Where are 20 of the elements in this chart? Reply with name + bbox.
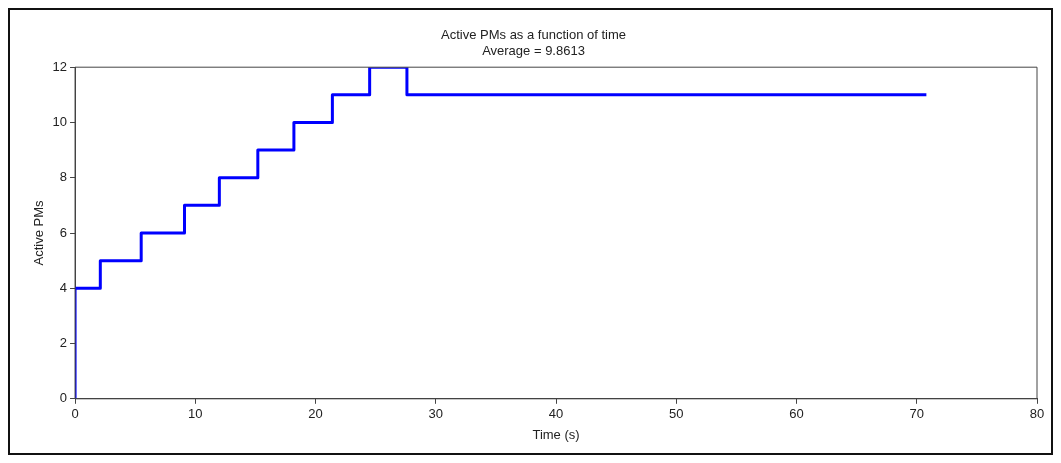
x-tick-label: 40 [548,406,564,422]
x-tick-label: 80 [1029,406,1045,422]
chart-title: Active PMs as a function of time [441,27,626,43]
x-axis-title: Time (s) [532,426,580,442]
y-tick-label: 12 [52,58,68,74]
y-tick-label: 10 [52,114,68,130]
x-tick-label: 30 [428,406,444,422]
x-tick-label: 60 [789,406,804,422]
x-tick-label: 50 [669,406,684,422]
x-tick-label: 0 [71,406,79,422]
y-tick-label: 4 [59,279,68,295]
y-tick-label: 2 [59,335,68,351]
y-tick-label: 6 [59,224,68,240]
y-tick-label: 0 [59,390,68,406]
x-tick-label: 20 [308,406,323,422]
x-tick-label: 10 [188,406,203,422]
y-tick-label: 8 [59,169,68,185]
chart-subtitle: Average = 9.8613 [482,42,585,58]
y-axis-title: Active PMs [31,200,47,266]
x-tick-label: 70 [909,406,924,422]
